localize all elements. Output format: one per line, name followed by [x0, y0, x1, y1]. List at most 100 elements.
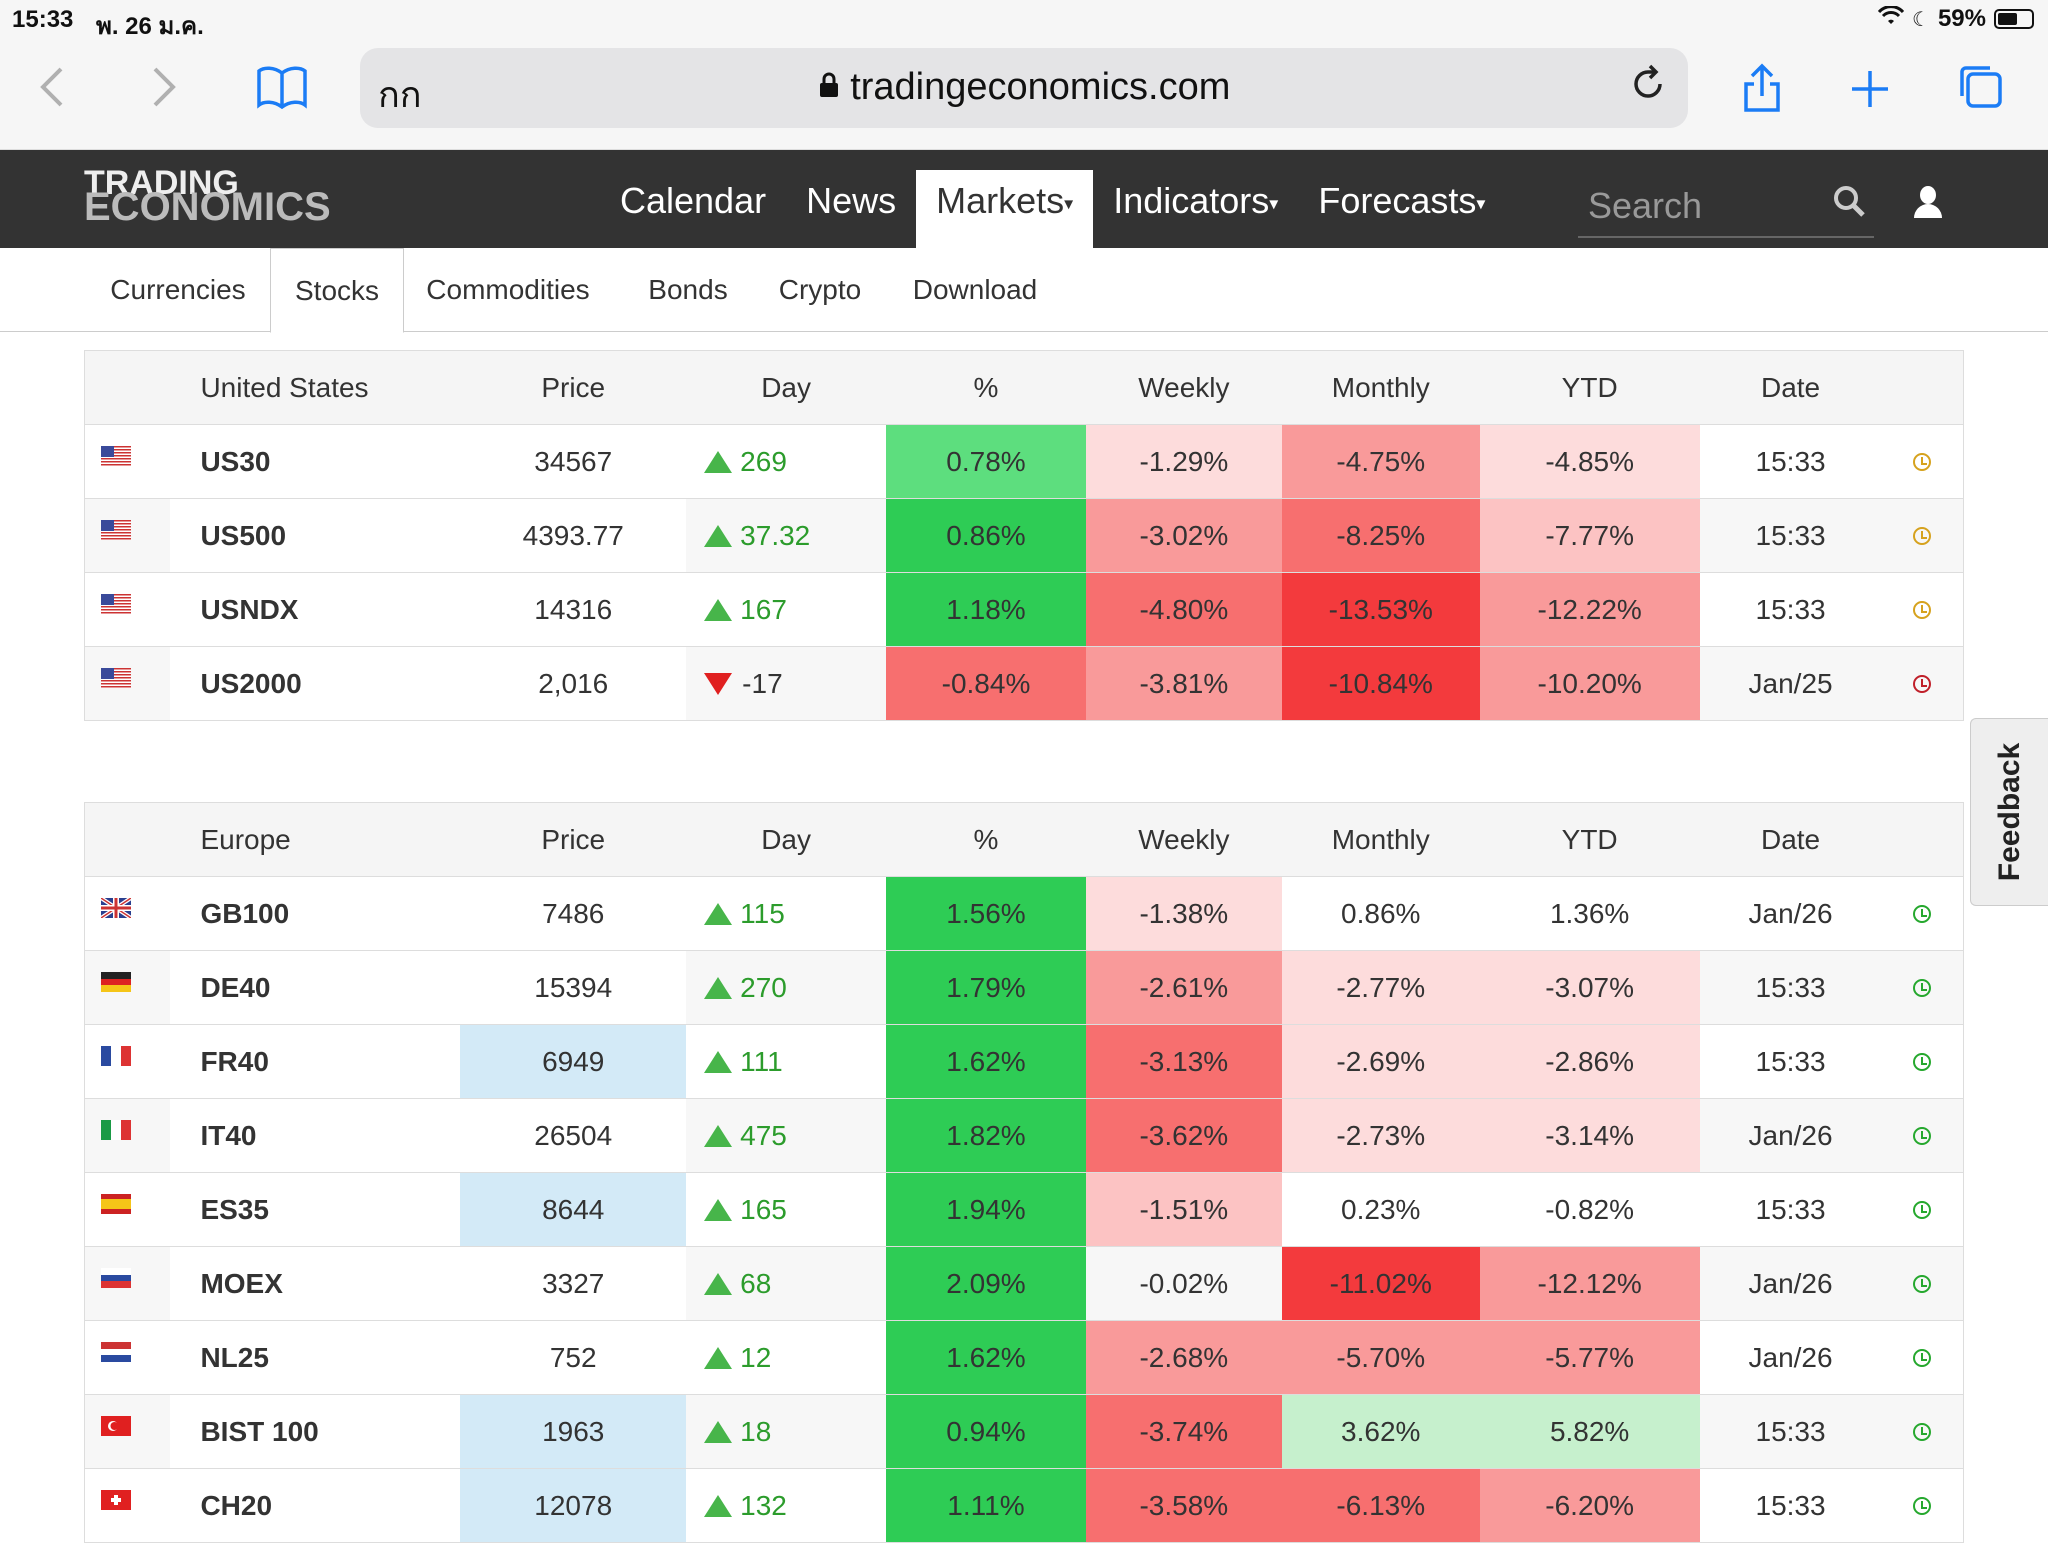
- day-change-cell: 111: [686, 1024, 887, 1099]
- tabs-icon[interactable]: [1950, 62, 2010, 122]
- share-icon[interactable]: [1732, 62, 1792, 122]
- arrow-up-icon: [704, 1420, 733, 1443]
- tr-flag-icon: [84, 1394, 171, 1469]
- tab-commodities[interactable]: Commodities: [426, 274, 590, 305]
- battery-icon: [1994, 9, 2034, 29]
- search-input[interactable]: Search: [1578, 178, 1874, 238]
- symbol-link[interactable]: IT40: [170, 1098, 461, 1173]
- column-header[interactable]: Price: [460, 802, 687, 877]
- nav-item-calendar[interactable]: Calendar: [600, 170, 786, 248]
- day-change-value: 270: [740, 971, 787, 1003]
- clock-icon: [1881, 1098, 1964, 1173]
- user-icon[interactable]: [1912, 186, 1944, 222]
- feedback-button[interactable]: Feedback: [1970, 718, 2048, 906]
- column-header[interactable]: Price: [460, 350, 687, 425]
- date-cell: Jan/26: [1699, 1320, 1882, 1395]
- weekly-change-cell: -3.02%: [1085, 498, 1282, 573]
- table-row[interactable]: CH20 12078 132 1.11% -3.58% -6.13% -6.20% 15:33: [84, 1468, 1964, 1543]
- symbol-link[interactable]: US500: [170, 498, 461, 573]
- column-header[interactable]: Day: [686, 350, 887, 425]
- us-flag-icon: [84, 572, 171, 647]
- tab-crypto[interactable]: Crypto: [778, 274, 862, 305]
- price-cell: 7486: [460, 876, 687, 951]
- table-row[interactable]: IT40 26504 475 1.82% -3.62% -2.73% -3.14% Jan/2…: [84, 1098, 1964, 1173]
- markets-subnav: Currencies Stocks Commodities Bonds Crypto Do…: [0, 248, 2048, 333]
- nav-item-markets[interactable]: Markets▾: [916, 170, 1094, 248]
- tab-currencies[interactable]: Currencies: [110, 274, 246, 305]
- date-cell: Jan/26: [1699, 1098, 1882, 1173]
- symbol-link[interactable]: BIST 100: [170, 1394, 461, 1469]
- column-header[interactable]: United States: [170, 350, 461, 425]
- plus-icon[interactable]: [1840, 62, 1900, 122]
- column-header[interactable]: Europe: [170, 802, 461, 877]
- column-header[interactable]: Weekly: [1085, 350, 1282, 425]
- search-icon[interactable]: [1832, 178, 1866, 234]
- day-change-cell: 132: [686, 1468, 887, 1543]
- column-header[interactable]: Monthly: [1281, 802, 1480, 877]
- forward-icon[interactable]: [134, 62, 194, 122]
- symbol-link[interactable]: NL25: [170, 1320, 461, 1395]
- symbol-link[interactable]: GB100: [170, 876, 461, 951]
- reader-options-button[interactable]: กก: [378, 74, 422, 115]
- price-cell: 2,016: [460, 646, 687, 721]
- column-header[interactable]: Date: [1699, 802, 1882, 877]
- weekly-change-cell: -3.58%: [1085, 1468, 1282, 1543]
- symbol-link[interactable]: US30: [170, 424, 461, 499]
- symbol-link[interactable]: DE40: [170, 950, 461, 1025]
- percent-change-cell: 2.09%: [886, 1246, 1086, 1321]
- clock-green-icon: [1913, 1274, 1932, 1293]
- symbol-link[interactable]: USNDX: [170, 572, 461, 647]
- day-change-value: 167: [740, 593, 787, 625]
- site-logo[interactable]: TRADING ECONOMICS: [84, 166, 331, 227]
- address-bar[interactable]: กก tradingeconomics.com: [360, 48, 1688, 128]
- date-cell: Jan/26: [1699, 1246, 1882, 1321]
- table-row[interactable]: US2000 2,016 -17 -0.84% -3.81% -10.84% -10.20%…: [84, 646, 1964, 721]
- clock-green-icon: [1913, 1348, 1932, 1367]
- column-header[interactable]: %: [886, 802, 1086, 877]
- nav-item-news[interactable]: News: [786, 170, 916, 248]
- tab-bonds[interactable]: Bonds: [648, 274, 728, 305]
- table-row[interactable]: DE40 15394 270 1.79% -2.61% -2.77% -3.07% 15:33: [84, 950, 1964, 1025]
- nav-item-forecasts[interactable]: Forecasts▾: [1298, 170, 1505, 248]
- table-row[interactable]: BIST 100 1963 18 0.94% -3.74% 3.62% 5.82% 15:33: [84, 1394, 1964, 1469]
- table-row[interactable]: NL25 752 12 1.62% -2.68% -5.70% -5.77% Jan/26: [84, 1320, 1964, 1395]
- bookmarks-icon[interactable]: [252, 62, 312, 122]
- clock-icon: [1881, 1024, 1964, 1099]
- table-row[interactable]: FR40 6949 111 1.62% -3.13% -2.69% -2.86% 15:33: [84, 1024, 1964, 1099]
- ytd-change-cell: 1.36%: [1479, 876, 1700, 951]
- back-icon[interactable]: [22, 62, 82, 122]
- date-cell: 15:33: [1699, 498, 1882, 573]
- table-row[interactable]: ES35 8644 165 1.94% -1.51% 0.23% -0.82% 15:33: [84, 1172, 1964, 1247]
- table-row[interactable]: USNDX 14316 167 1.18% -4.80% -13.53% -12.22% 15…: [84, 572, 1964, 647]
- column-header[interactable]: YTD: [1479, 802, 1700, 877]
- column-header[interactable]: Day: [686, 802, 887, 877]
- url-display[interactable]: tradingeconomics.com: [360, 66, 1688, 109]
- column-header[interactable]: Monthly: [1281, 350, 1480, 425]
- column-header[interactable]: YTD: [1479, 350, 1700, 425]
- table-row[interactable]: US500 4393.77 37.32 0.86% -3.02% -8.25% -7.77%…: [84, 498, 1964, 573]
- table-row[interactable]: MOEX 3327 68 2.09% -0.02% -11.02% -12.12% Jan/2…: [84, 1246, 1964, 1321]
- lock-icon: [818, 66, 851, 108]
- percent-change-cell: 1.79%: [886, 950, 1086, 1025]
- column-header[interactable]: Weekly: [1085, 802, 1282, 877]
- price-cell: 3327: [460, 1246, 687, 1321]
- symbol-link[interactable]: US2000: [170, 646, 461, 721]
- tab-download[interactable]: Download: [912, 274, 1038, 305]
- table-row[interactable]: US30 34567 269 0.78% -1.29% -4.75% -4.85% 15:33: [84, 424, 1964, 499]
- nav-item-label: News: [806, 180, 897, 221]
- column-header[interactable]: %: [886, 350, 1086, 425]
- symbol-link[interactable]: MOEX: [170, 1246, 461, 1321]
- symbol-link[interactable]: ES35: [170, 1172, 461, 1247]
- nav-item-indicators[interactable]: Indicators▾: [1093, 170, 1298, 248]
- monthly-change-cell: -13.53%: [1281, 572, 1480, 647]
- percent-change-cell: 1.56%: [886, 876, 1086, 951]
- symbol-link[interactable]: CH20: [170, 1468, 461, 1543]
- tab-stocks[interactable]: Stocks: [270, 248, 404, 333]
- table-row[interactable]: GB100 7486 115 1.56% -1.38% 0.86% 1.36% Jan/26: [84, 876, 1964, 951]
- reload-icon[interactable]: [1630, 62, 1666, 112]
- symbol-link[interactable]: FR40: [170, 1024, 461, 1099]
- battery-level: [1998, 13, 2017, 25]
- arrow-up-icon: [704, 976, 733, 999]
- column-header[interactable]: Date: [1699, 350, 1882, 425]
- caret-down-icon: ▾: [1064, 193, 1074, 214]
